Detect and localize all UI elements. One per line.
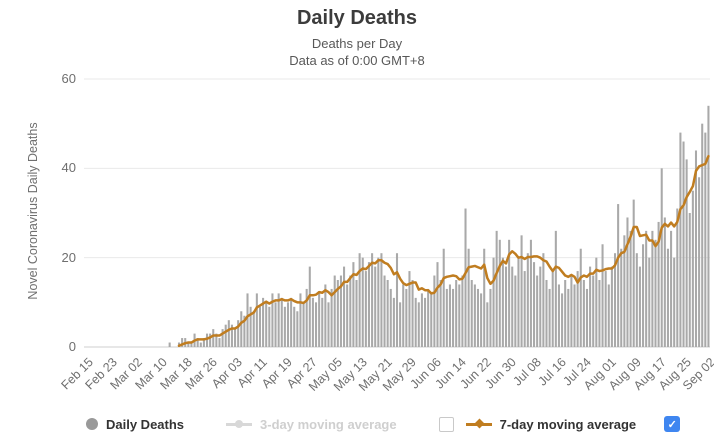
chart-legend: Daily Deaths 3-day moving average 7-day … (86, 412, 686, 436)
gray-line-dot-icon (226, 420, 253, 428)
legend-7day-avg-label: 7-day moving average (499, 416, 637, 432)
legend-checkbox-unchecked[interactable] (438, 416, 454, 432)
legend-3day-avg-label: 3-day moving average (260, 416, 397, 432)
chart-subtitle: Deaths per Day (311, 36, 403, 51)
gray-dot-icon (235, 420, 244, 428)
legend-item-daily-deaths[interactable]: Daily Deaths (86, 417, 184, 432)
orange-diamond-icon (474, 418, 485, 429)
gray-circle-icon (86, 418, 98, 430)
y-axis-title: Novel Coronavirus Daily Deaths (26, 122, 40, 300)
legend-item-7day-avg[interactable]: 7-day moving average (465, 416, 637, 432)
legend-daily-deaths-label: Daily Deaths (106, 416, 185, 432)
y-tick-label: 40 (61, 160, 76, 176)
y-tick-label: 20 (61, 249, 76, 265)
legend-checkbox-checked[interactable]: ✓ (664, 416, 681, 432)
chart-data-as-of: Data as of 0:00 GMT+8 (289, 53, 425, 68)
chart-title: Daily Deaths (296, 7, 418, 29)
y-tick-label: 60 (61, 71, 76, 86)
orange-line-diamond-icon (465, 418, 492, 429)
y-tick-label: 0 (68, 339, 76, 354)
legend-item-3day-avg[interactable]: 3-day moving average (226, 417, 397, 432)
